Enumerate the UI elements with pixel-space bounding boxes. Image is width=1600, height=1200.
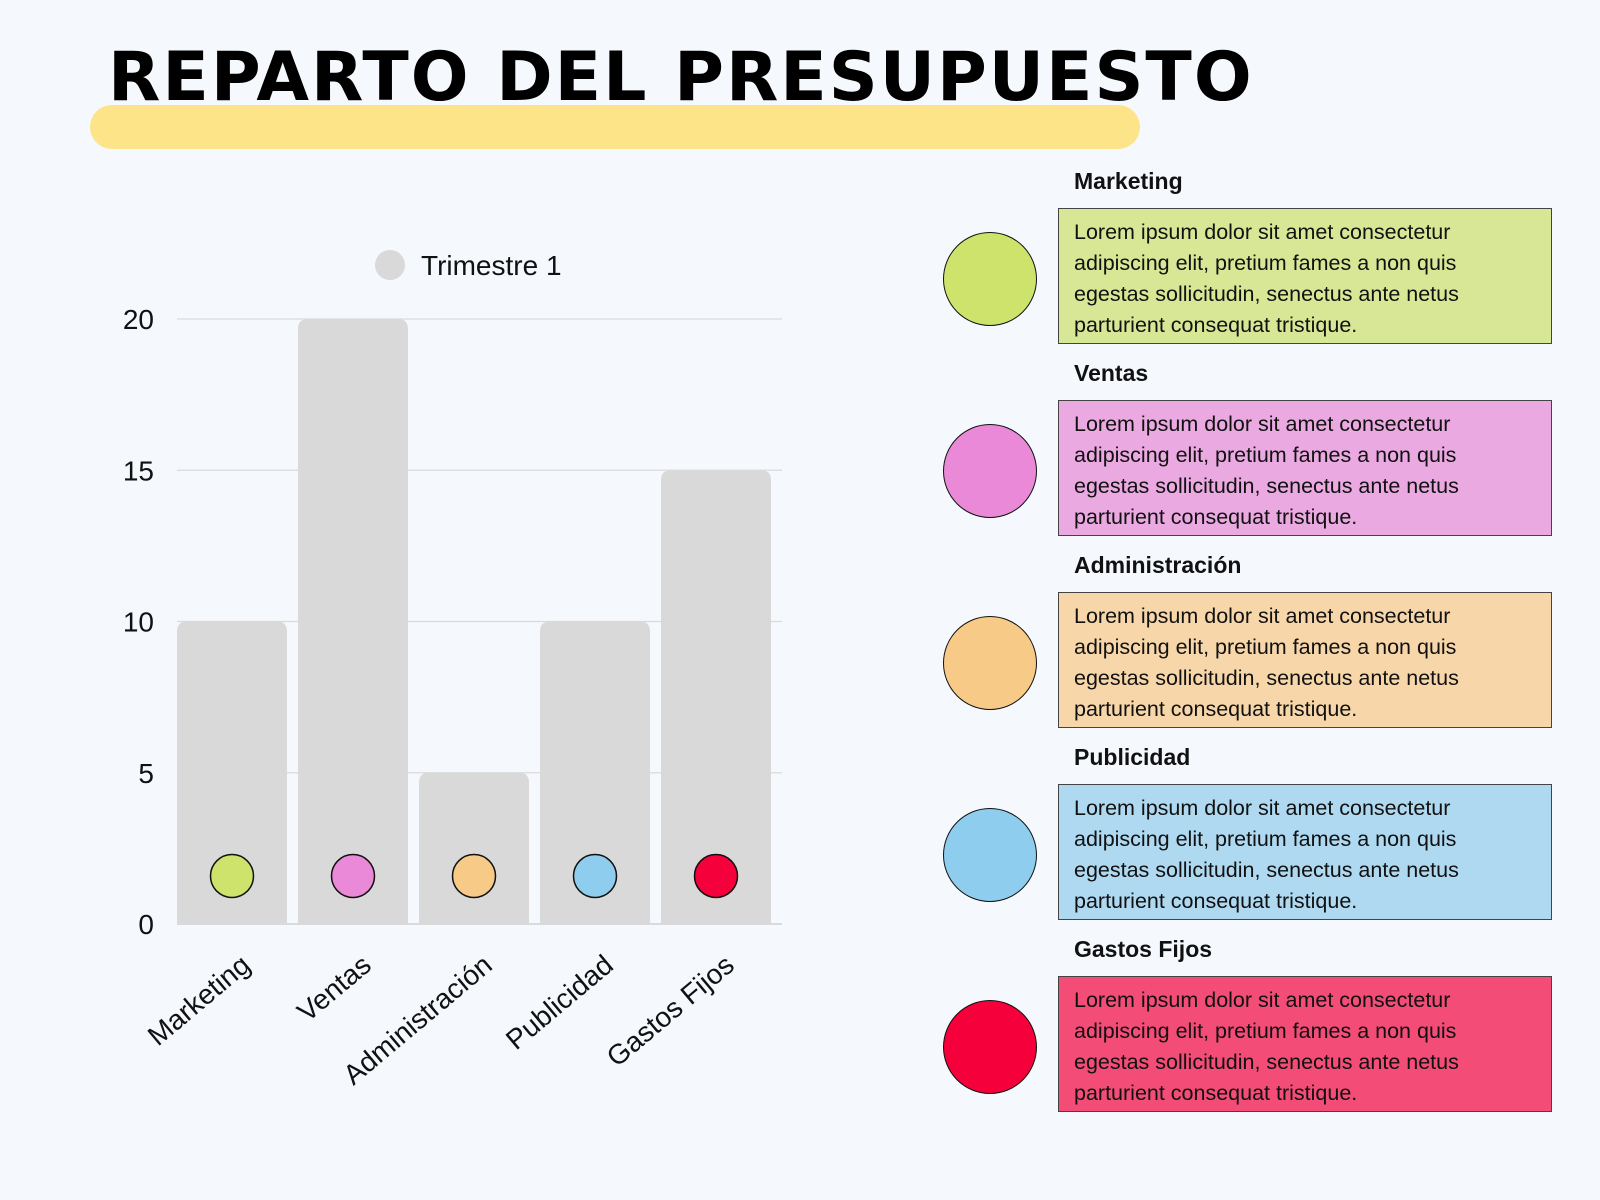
title-block: REPARTO DEL PRESUPUESTO <box>90 40 1252 150</box>
y-tick-label: 10 <box>123 607 154 638</box>
category-dot <box>943 1000 1037 1094</box>
category-description: Lorem ipsum dolor sit amet consectetur a… <box>1058 208 1552 344</box>
bar-marker-dot <box>451 853 497 899</box>
category-name: Ventas <box>1074 360 1149 386</box>
category-card: Publicidad Lorem ipsum dolor sit amet con… <box>940 736 1560 920</box>
category-description: Lorem ipsum dolor sit amet consectetur a… <box>1058 976 1552 1112</box>
legend-marker <box>375 250 405 280</box>
bar-publicidad <box>540 621 650 924</box>
bar-marker-dot <box>572 853 618 899</box>
category-description: Lorem ipsum dolor sit amet consectetur a… <box>1058 400 1552 536</box>
category-name: Administración <box>1074 552 1242 578</box>
category-card: Ventas Lorem ipsum dolor sit amet consect… <box>940 352 1560 536</box>
bar-marker-dot <box>209 853 255 899</box>
legend-label: Trimestre 1 <box>421 250 562 281</box>
bar-gastos-fijos <box>661 470 771 924</box>
y-tick-label: 0 <box>138 909 154 940</box>
bar-marker-dot <box>330 853 376 899</box>
y-tick-label: 15 <box>123 455 154 486</box>
category-name: Publicidad <box>1074 744 1191 770</box>
y-tick-label: 5 <box>138 758 154 789</box>
bar-marker-dot <box>693 853 739 899</box>
x-tick-label: Gastos Fijos <box>601 949 740 1073</box>
x-tick-label: Ventas <box>291 949 377 1028</box>
category-card: Gastos Fijos Lorem ipsum dolor sit amet c… <box>940 928 1560 1112</box>
x-tick-label: Marketing <box>142 949 256 1052</box>
category-card: Administración Lorem ipsum dolor sit amet… <box>940 544 1560 728</box>
category-description: Lorem ipsum dolor sit amet consectetur a… <box>1058 592 1552 728</box>
y-tick-label: 20 <box>123 304 154 335</box>
category-card: Marketing Lorem ipsum dolor sit amet cons… <box>940 160 1560 344</box>
category-name: Gastos Fijos <box>1074 936 1213 962</box>
bar-marketing <box>177 621 287 924</box>
bar-ventas <box>298 319 408 924</box>
title-highlight <box>90 105 1140 149</box>
bar-administración <box>419 772 529 924</box>
page-title: REPARTO DEL PRESUPUESTO <box>108 38 1254 117</box>
category-dot <box>943 232 1037 326</box>
category-dot <box>943 808 1037 902</box>
category-description: Lorem ipsum dolor sit amet consectetur a… <box>1058 784 1552 920</box>
x-tick-label: Publicidad <box>500 949 619 1056</box>
category-name: Marketing <box>1074 168 1183 194</box>
category-dot <box>943 616 1037 710</box>
category-dot <box>943 424 1037 518</box>
